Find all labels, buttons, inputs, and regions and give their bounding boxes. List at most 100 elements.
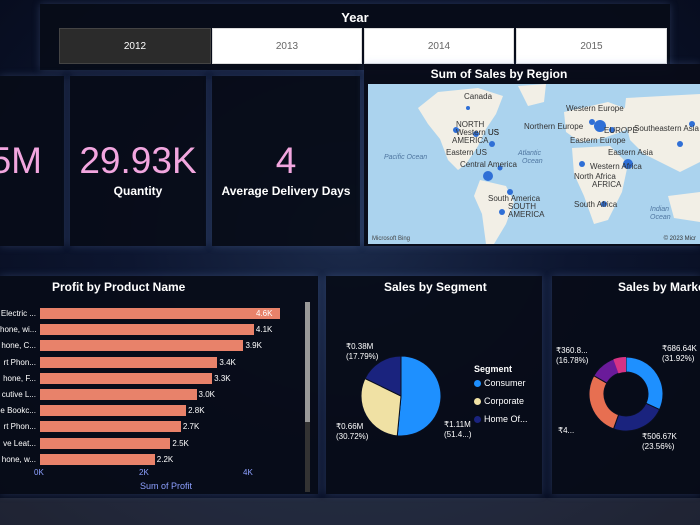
market-label-1-value: ₹686.64K	[662, 344, 697, 353]
segment-pie-slice[interactable]	[360, 377, 402, 437]
map-bubble-south-america	[507, 189, 513, 195]
profit-bar[interactable]	[40, 324, 254, 336]
segment-pie	[360, 355, 442, 437]
legend-dot-icon	[474, 379, 481, 387]
profit-bar-label: Electric ...	[0, 309, 36, 318]
map-label-southern-africa: South Africa	[574, 200, 618, 209]
map-bubble-southeastern-asia	[677, 141, 683, 147]
profit-bar[interactable]	[40, 340, 244, 352]
market-label-4: ₹360.8... (16.78%)	[556, 346, 588, 366]
map-bubble-southern-africa	[601, 201, 607, 207]
year-slicer-title: Year	[341, 10, 369, 25]
year-slicer: Year 2012 2013 2014 2015	[40, 4, 670, 70]
ocean-label-atlantic: Atlantic	[518, 150, 541, 157]
profit-bar[interactable]	[40, 372, 213, 384]
segment-legend-home-office[interactable]: Home Of...	[474, 414, 528, 424]
kpi-quantity-value: 29.93K	[79, 140, 197, 181]
sales-by-market-chart: Sales by Marke ₹360.8... (16.78%) ₹686.6…	[552, 276, 700, 494]
kpi-quantity-label: Quantity	[113, 184, 163, 198]
segment-label-consumer-pct: (51.4...)	[444, 430, 472, 439]
profit-by-product-chart: Profit by Product Name Electric ... 4.6K h…	[0, 276, 318, 494]
segment-label-corporate-value: ₹0.66M	[336, 422, 364, 431]
segment-pie-slice[interactable]	[364, 355, 402, 397]
profit-tick-2k: 2K	[139, 468, 149, 477]
segment-legend-corporate[interactable]: Corporate	[474, 396, 524, 406]
market-label-2-pct: (23.56%)	[642, 442, 675, 451]
segment-label-home-office-value: ₹0.38M	[346, 342, 374, 351]
sales-by-region-map: Sum of Sales by Region	[364, 64, 700, 246]
map-canvas[interactable]: Canada NORTH Western US US AMERICA Easte…	[368, 84, 700, 244]
kpi-card-sales: 5M	[0, 76, 64, 246]
market-donut-slice[interactable]	[588, 375, 620, 430]
segment-legend-home-office-label: Home Of...	[484, 414, 528, 424]
profit-bar-label: cutive L...	[1, 390, 36, 399]
map-label-eastern-europe: Eastern Europe	[570, 136, 626, 145]
year-option-2012[interactable]: 2012	[59, 28, 211, 64]
world-map	[418, 84, 700, 244]
market-label-4-pct: (16.78%)	[556, 356, 589, 365]
profit-bar[interactable]	[40, 356, 218, 368]
map-label-western-europe: Western Europe	[566, 104, 624, 113]
segment-label-consumer-value: ₹1.11M	[444, 420, 471, 429]
profit-bar-label: rt Phon...	[3, 422, 36, 432]
segment-legend-corporate-label: Corporate	[484, 396, 525, 406]
map-bubble-eastern-us	[489, 141, 495, 147]
profit-bar[interactable]	[40, 308, 280, 319]
continent-africa	[572, 146, 628, 224]
year-option-2014[interactable]: 2014	[364, 28, 514, 64]
segment-legend-consumer-label: Consumer	[484, 378, 526, 388]
profit-scroll-thumb[interactable]	[305, 302, 310, 422]
kpi-sales-value: 5M	[0, 140, 42, 181]
ocean-label-indian: Indian	[650, 206, 670, 213]
map-label-eastern-asia: Eastern Asia	[608, 148, 653, 157]
segment-legend-consumer[interactable]: Consumer	[474, 378, 526, 388]
segment-label-corporate: ₹0.66M (30.72%)	[336, 422, 368, 442]
segment-pie-slice[interactable]	[396, 355, 442, 437]
map-label-us: US	[488, 128, 500, 137]
kpi-card-delivery: 4 Average Delivery Days	[212, 76, 360, 246]
profit-bar[interactable]	[40, 405, 187, 417]
profit-chart-title: Profit by Product Name	[52, 280, 186, 294]
market-donut-slice[interactable]	[625, 356, 664, 411]
market-label-1-pct: (31.92%)	[662, 354, 695, 363]
map-label-northern-europe: Northern Europe	[524, 122, 584, 131]
profit-tick-4k: 4K	[243, 468, 253, 477]
market-label-2-value: ₹506.67K	[642, 432, 677, 441]
map-bubble-eastern-asia	[623, 159, 633, 169]
profit-scrollbar[interactable]	[305, 302, 310, 492]
profit-bar[interactable]	[40, 421, 181, 433]
map-label-north-africa: North Africa	[574, 172, 616, 181]
map-label-western-africa: Western Africa	[590, 162, 642, 171]
map-label-central-america: Central America	[460, 160, 517, 169]
year-option-2013[interactable]: 2013	[212, 28, 362, 64]
profit-bar[interactable]	[40, 389, 197, 400]
bottom-strip	[0, 498, 700, 525]
map-bubble-south-america-2	[499, 209, 505, 215]
profit-axis-title: Sum of Profit	[140, 481, 193, 491]
profit-bar-label: rt Phon...	[3, 357, 36, 367]
ocean-label-atlantic-2: Ocean	[522, 158, 543, 165]
segment-chart-title: Sales by Segment	[384, 280, 487, 294]
map-label-south-america: South America	[488, 194, 541, 203]
market-donut-slice[interactable]	[612, 402, 661, 432]
segment-label-home-office-pct: (17.79%)	[346, 352, 379, 361]
market-donut-slice[interactable]	[613, 357, 626, 374]
profit-bar-label: hone, F...	[3, 373, 36, 383]
market-donut	[588, 356, 664, 432]
profit-bar-value: 2.2K	[156, 454, 174, 464]
map-label-south: SOUTH	[508, 202, 536, 211]
map-bubble-northern-europe	[594, 120, 606, 132]
continent-australia	[668, 192, 700, 222]
segment-legend-title: Segment	[474, 364, 513, 374]
profit-bar[interactable]	[40, 453, 155, 465]
segment-label-home-office: ₹0.38M (17.79%)	[346, 342, 378, 362]
segment-label-corporate-pct: (30.72%)	[336, 432, 369, 441]
map-label-america-2: AMERICA	[508, 210, 545, 219]
profit-bar-label: ve Leat...	[3, 438, 36, 448]
map-bubble-oceania	[689, 121, 695, 127]
year-option-2015[interactable]: 2015	[516, 28, 667, 64]
profit-bar[interactable]	[40, 437, 171, 449]
ocean-label-pacific: Pacific Ocean	[384, 154, 428, 161]
map-bubble-western-europe	[589, 119, 595, 125]
profit-bar-label: e Bookc...	[0, 406, 36, 416]
